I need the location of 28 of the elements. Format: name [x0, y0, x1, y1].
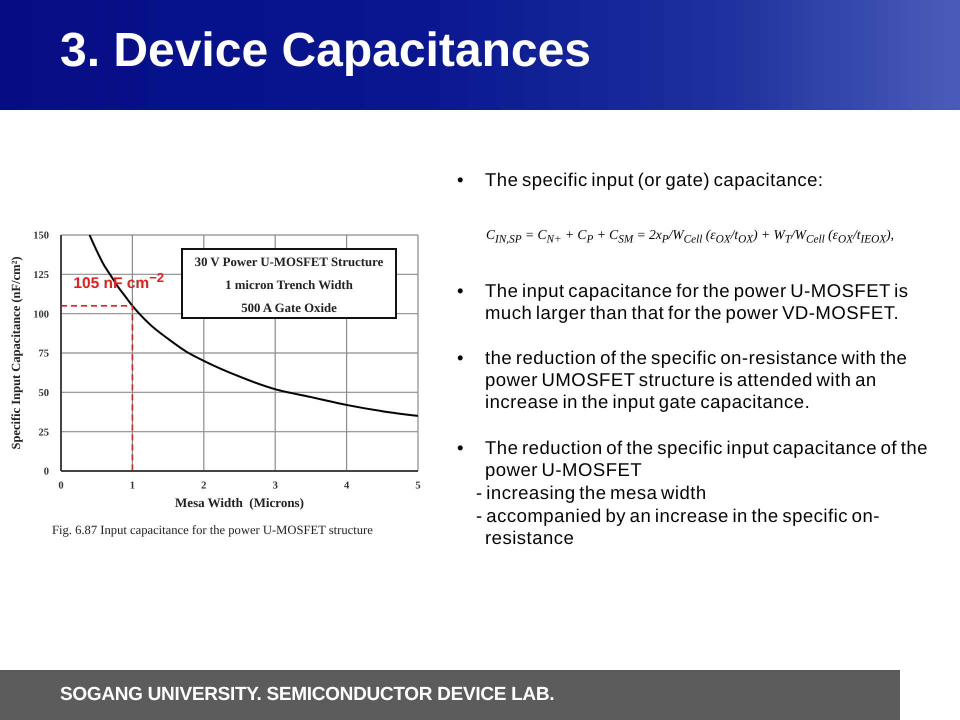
x-axis-title: Mesa Width (Microns): [175, 495, 304, 510]
text: • The specific input (or gate) capacitance:: [457, 169, 824, 191]
text: • The reduction of the specific input capacitance of the power U-MOSFET: [457, 437, 928, 480]
text: - accompanied by an increase in the specific on-resistance: [476, 505, 881, 549]
caption: Fig. 6.87 Input capacitance for the power U-MOSFET structure: [52, 522, 373, 538]
annotation: 1 micron Trench Width: [224, 277, 354, 294]
y-tick-label: 50: [38, 388, 49, 400]
x-tick-label: 0: [58, 480, 64, 492]
text: SOGANG UNIVERSITY. SEMICONDUCTOR DEVICE LAB.: [60, 683, 554, 707]
x-tick-label: 1: [130, 480, 136, 492]
y-tick-label: 0: [44, 466, 49, 478]
text: • the reduction of the specific on-resistance with the power UMOSFET structure is attended with an increase in the input gate capacitance.: [457, 347, 908, 412]
y-axis-title: Specific Input Capacitance (nF/cm²): [8, 256, 23, 450]
y-tick-label: 100: [33, 309, 49, 320]
y-tick-label: 75: [38, 348, 49, 360]
x-tick-label: 4: [344, 480, 350, 492]
annotation: 30 V Power U-MOSFET Structure: [194, 254, 384, 271]
y-tick-label: 150: [33, 230, 49, 242]
x-tick-label: 5: [415, 480, 421, 492]
y-tick-label: 25: [38, 427, 49, 438]
y-tick-label: 125: [33, 270, 49, 282]
text: • The input capacitance for the power U-MOSFET is much larger than that for the power VD-MOSFET.: [457, 280, 909, 323]
annotation: 500 A Gate Oxide: [240, 300, 338, 316]
x-tick-label: 3: [272, 480, 278, 492]
text: C$_{IN,SP}$ = C$_{N+}$ + C$_{P}$ + C$_{SM}$ = 2x$_{P}$/W$_{Cell}$ (ε$_{OX}$/t$_{OX}$) + W$_{T}$/W$_{Cell}$ (ε$_{OX}$/t$_{IEOX}$),: [486, 227, 894, 246]
text: - increasing the mesa width: [476, 482, 708, 504]
chart-title: 3. Device Capacitances: [60, 24, 591, 77]
x-tick-label: 2: [201, 480, 206, 492]
